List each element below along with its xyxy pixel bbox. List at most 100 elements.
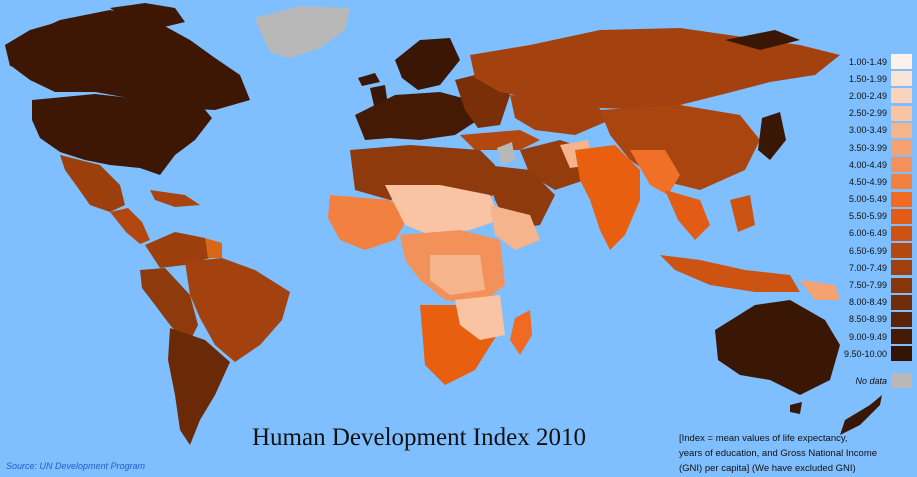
index-note: [Index = mean values of life expectancy,… [679,431,917,476]
region-tasmania [790,402,802,414]
legend-swatch [891,71,912,87]
region-mongolia-china [600,105,760,190]
legend-swatch [891,208,912,224]
legend-item: 8.50-8.99 [826,311,912,328]
legend-item: 3.50-3.99 [826,139,912,156]
legend-label: 8.00-8.49 [848,297,887,308]
legend-item: 3.00-3.49 [826,122,912,139]
region-kazakhstan [510,95,610,135]
legend-item: 7.00-7.49 [826,259,912,276]
legend-item: 8.00-8.49 [826,294,912,311]
legend-swatch [891,54,912,70]
region-central-america [110,208,150,244]
region-mexico [60,155,125,212]
legend-label: No data [855,375,887,386]
region-alaska [5,22,60,70]
legend-swatch [891,346,912,362]
source-note: Source: UN Development Program [6,461,146,471]
legend-swatch [891,157,912,173]
legend-label: 9.50-10.00 [843,348,887,359]
region-iceland [358,73,380,86]
region-japan-korea [758,112,786,160]
legend-label: 7.00-7.49 [848,262,887,273]
region-papua [800,280,840,300]
region-zambia-moz [455,295,505,340]
legend-swatch [891,329,912,345]
legend-label: 8.50-8.99 [848,314,887,325]
region-russia [470,28,840,110]
region-sahel [385,185,500,235]
legend-item: 6.50-6.99 [826,242,912,259]
legend-item: 1.00-1.49 [826,53,912,70]
region-horn-africa [490,205,540,250]
legend-label: 4.50-4.99 [848,176,887,187]
region-philippines [730,195,755,232]
region-canada [5,10,250,110]
legend-swatch [891,243,912,259]
legend-swatch [891,174,912,190]
region-iraq-grey [497,142,515,165]
region-argentina-chile [168,328,230,445]
legend-label: 1.00-1.49 [848,56,887,67]
legend-label: 3.50-3.99 [848,142,887,153]
region-usa [32,94,212,175]
legend-item: 2.00-2.49 [826,87,912,104]
region-western-europe [355,92,478,140]
region-canadian-arctic [110,3,185,28]
region-andes [140,268,198,345]
index-note-line: (GNI) per capita] (We have excluded GNI) [679,463,856,474]
legend-swatch [891,294,912,310]
legend-swatch [891,88,912,104]
legend-label: 5.00-5.49 [848,194,887,205]
legend-swatch [891,225,912,241]
region-australia [715,300,840,395]
region-turkey-caucasus [460,130,540,150]
legend-item-no-data: No data [826,372,912,389]
legend-item: 4.00-4.49 [826,156,912,173]
legend-label: 4.00-4.49 [848,159,887,170]
legend-swatch [891,277,912,293]
legend-swatch [891,311,912,327]
legend-item: 7.50-7.99 [826,276,912,293]
legend-item: 5.50-5.99 [826,208,912,225]
region-bangladesh-burma [630,150,680,195]
legend-label: 1.50-1.99 [848,73,887,84]
region-new-zealand [840,395,882,435]
legend-swatch [891,105,912,121]
legend-item: 5.00-5.49 [826,191,912,208]
region-pakistan-india [575,145,640,250]
legend-swatch [891,260,912,276]
region-colombia-venezuela [145,232,210,268]
region-scandinavia [395,38,460,90]
legend-item: 9.00-9.49 [826,328,912,345]
legend-item: 9.50-10.00 [826,345,912,362]
legend-swatch [891,191,912,207]
legend-swatch [891,373,912,389]
index-note-line: years of education, and Gross National I… [679,448,878,459]
region-greenland [255,6,350,58]
legend-item: 1.50-1.99 [826,70,912,87]
region-korea-kamchatka [725,30,800,50]
legend-label: 2.00-2.49 [848,90,887,101]
region-indonesia [660,255,800,292]
legend: 1.00-1.49 1.50-1.99 2.00-2.49 2.50-2.99 3.00… [826,53,912,390]
legend-item: 6.00-6.49 [826,225,912,242]
legend-swatch [891,122,912,138]
index-note-line: [Index = mean values of life expectancy, [679,433,848,444]
map-title: Human Development Index 2010 [252,424,586,451]
legend-label: 6.00-6.49 [848,228,887,239]
legend-label: 9.00-9.49 [848,331,887,342]
legend-label: 3.00-3.49 [848,125,887,136]
region-indochina [665,190,710,240]
legend-item: 4.50-4.99 [826,173,912,190]
region-west-africa [328,195,410,250]
legend-swatch [891,140,912,156]
legend-item: 2.50-2.99 [826,105,912,122]
legend-label: 7.50-7.99 [848,280,887,291]
legend-label: 6.50-6.99 [848,245,887,256]
region-brazil [185,258,290,362]
region-guianas [205,238,222,258]
region-madagascar [510,310,532,355]
region-caribbean [150,190,200,207]
